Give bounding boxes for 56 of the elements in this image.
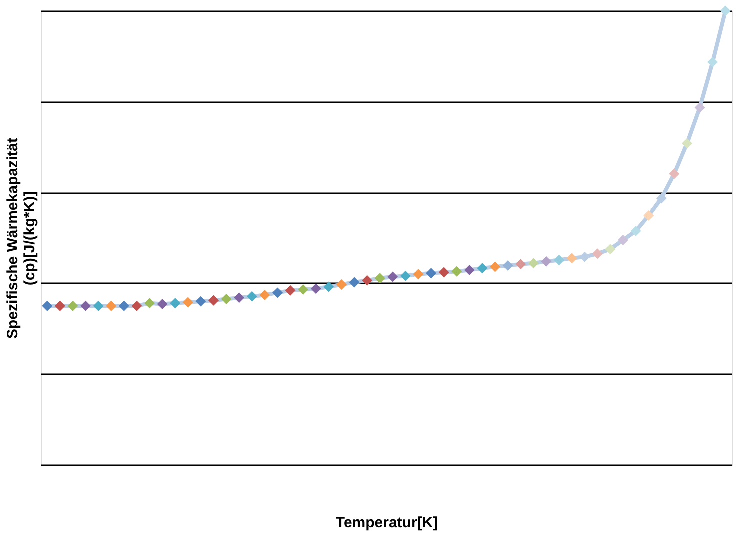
point [246, 291, 258, 302]
point [68, 300, 78, 312]
point [285, 285, 296, 296]
point [592, 248, 603, 260]
point [80, 300, 92, 312]
point [580, 252, 590, 262]
point [541, 256, 552, 267]
point [426, 268, 437, 279]
point [208, 295, 219, 306]
point [234, 292, 245, 304]
point [720, 6, 731, 16]
point [605, 244, 616, 255]
point [682, 138, 692, 149]
point [656, 193, 667, 204]
point [272, 288, 283, 298]
point [708, 57, 718, 68]
y-axis-title: Spezifische Wärmekapazität (cp)[J/(kg*K)] [4, 138, 38, 339]
point [630, 226, 642, 236]
point [438, 267, 450, 278]
point [54, 300, 66, 312]
point [644, 210, 654, 221]
point [490, 262, 501, 272]
point [157, 299, 168, 310]
point [477, 263, 488, 274]
point [221, 294, 232, 305]
point [388, 272, 398, 282]
point [336, 280, 347, 290]
point [324, 282, 334, 292]
point [106, 300, 117, 312]
point [170, 298, 181, 309]
point [452, 266, 462, 277]
point [42, 300, 53, 312]
point [502, 260, 514, 271]
point [528, 258, 539, 269]
point [694, 102, 706, 113]
point [298, 284, 309, 295]
point [144, 298, 156, 309]
point [196, 296, 206, 307]
point [374, 273, 386, 284]
point [400, 270, 411, 282]
point [669, 168, 680, 180]
x-axis-title: Temperatur[K] [336, 514, 438, 532]
point [260, 290, 270, 300]
point [516, 259, 526, 270]
point [362, 275, 373, 286]
point [566, 253, 578, 264]
point [118, 300, 130, 312]
point [93, 300, 104, 312]
point [554, 255, 564, 266]
point [310, 284, 322, 294]
point [618, 235, 628, 246]
point [413, 269, 424, 280]
point [182, 297, 194, 308]
point [464, 264, 475, 276]
point [349, 277, 360, 288]
point [132, 300, 142, 312]
